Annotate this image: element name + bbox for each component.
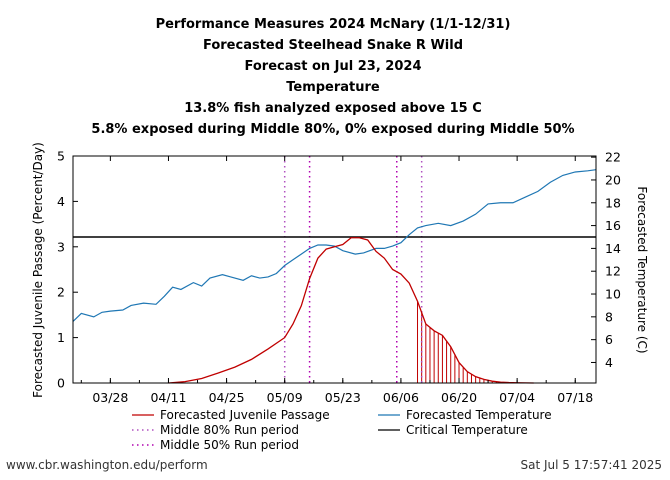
y-tick-label: 5: [57, 149, 65, 164]
title-line-5: 13.8% fish analyzed exposed above 15 C: [184, 101, 482, 116]
chart-title-block: Performance Measures 2024 McNary (1/1-12…: [91, 17, 574, 137]
y-tick-label: 2: [57, 285, 65, 300]
temperature-series-line: [72, 169, 597, 322]
plot-frame: [72, 155, 597, 384]
y2-tick-label: 18: [605, 195, 621, 210]
legend-label-mid50: Middle 50% Run period: [160, 438, 299, 452]
y-axis-label: Forecasted Juvenile Passage (Percent/Day…: [31, 142, 45, 398]
y2-tick-label: 12: [605, 264, 621, 279]
legend-item-mid80: Middle 80% Run period: [132, 423, 299, 437]
plot-area: [72, 156, 597, 384]
legend-item-temperature: Forecasted Temperature: [378, 408, 552, 422]
legend: Forecasted Juvenile Passage Forecasted Te…: [132, 408, 552, 452]
y2-tick-label: 20: [605, 172, 621, 187]
title-line-2: Forecasted Steelhead Snake R Wild: [203, 38, 463, 53]
y2-tick-label: 8: [605, 309, 613, 324]
y2-tick-label: 16: [605, 218, 621, 233]
x-tick-label: 05/09: [267, 390, 303, 405]
x-tick-label: 04/25: [209, 390, 245, 405]
title-line-1: Performance Measures 2024 McNary (1/1-12…: [156, 17, 511, 32]
footer-url[interactable]: www.cbr.washington.edu/perform: [6, 458, 208, 472]
legend-item-mid50: Middle 50% Run period: [132, 438, 299, 452]
title-line-6: 5.8% exposed during Middle 80%, 0% expos…: [91, 122, 574, 137]
passage-series-line: [168, 237, 534, 384]
legend-item-passage: Forecasted Juvenile Passage: [132, 408, 330, 422]
title-line-3: Forecast on Jul 23, 2024: [245, 59, 422, 74]
y-tick-label: 4: [57, 194, 65, 209]
footer-timestamp: Sat Jul 5 17:57:41 2025: [520, 458, 662, 472]
title-line-4: Temperature: [286, 80, 380, 95]
x-tick-label: 07/04: [499, 390, 535, 405]
legend-label-mid80: Middle 80% Run period: [160, 423, 299, 437]
legend-label-temperature: Forecasted Temperature: [406, 408, 552, 422]
y2-tick-label: 6: [605, 332, 613, 347]
y-tick-label: 1: [57, 330, 65, 345]
x-tick-label: 05/23: [325, 390, 361, 405]
y-tick-label: 3: [57, 239, 65, 254]
x-tick-label: 07/18: [557, 390, 593, 405]
legend-label-critical: Critical Temperature: [406, 423, 528, 437]
axes: 03/28 04/11 04/25 05/09 05/23 06/06 06/20 07/04…: [57, 149, 621, 406]
legend-label-passage: Forecasted Juvenile Passage: [160, 408, 330, 422]
y2-tick-label: 10: [605, 287, 621, 302]
y-tick-label: 0: [57, 376, 65, 391]
x-tick-label: 06/06: [383, 390, 419, 405]
y2-tick-label: 22: [605, 150, 621, 165]
x-tick-label: 04/11: [150, 390, 186, 405]
y2-tick-label: 14: [605, 241, 621, 256]
x-tick-label: 03/28: [92, 390, 128, 405]
x-tick-label: 06/20: [441, 390, 477, 405]
y2-tick-label: 4: [605, 355, 613, 370]
y2-axis-label: Forecasted Temperature (C): [635, 186, 649, 353]
legend-item-critical: Critical Temperature: [378, 423, 528, 437]
